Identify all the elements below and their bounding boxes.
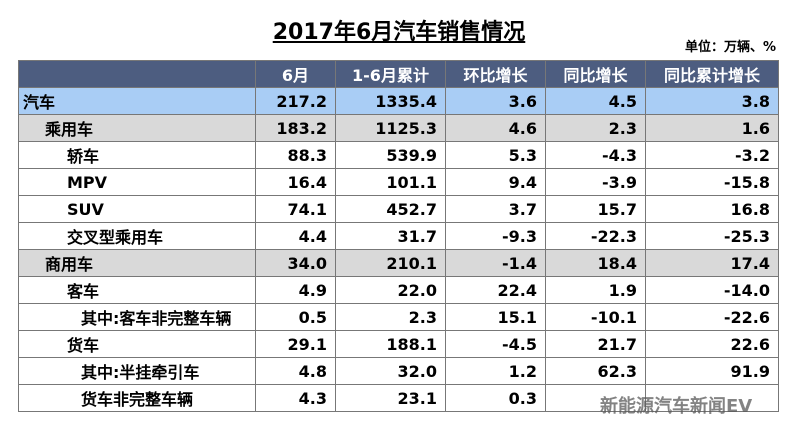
cell: 22.4 <box>445 276 546 304</box>
cell: 1335.4 <box>335 87 446 115</box>
cell: -15.8 <box>645 168 779 196</box>
row: 轿车 88.3 539.9 5.3 -4.3 -3.2 <box>18 141 779 169</box>
header-cell: 同比增长 <box>545 60 646 88</box>
row-label: 货车 <box>18 330 256 358</box>
row-label: 货车非完整车辆 <box>18 384 256 412</box>
cell: -14.0 <box>645 276 779 304</box>
row: 货车非完整车辆 4.3 23.1 0.3 <box>18 384 779 412</box>
cell: 210.1 <box>335 249 446 277</box>
row-label: 商用车 <box>18 249 256 277</box>
row-label: 其中:客车非完整车辆 <box>18 303 256 331</box>
cell: -25.3 <box>645 222 779 250</box>
unit: 单位：万辆、% <box>684 40 776 55</box>
row-label: 汽车 <box>18 87 256 115</box>
cell: 22.6 <box>645 330 779 358</box>
cell: -22.6 <box>645 303 779 331</box>
cell: 74.1 <box>255 195 336 223</box>
row: 商用车 34.0 210.1 -1.4 18.4 17.4 <box>18 249 779 277</box>
cell: 2.3 <box>545 114 646 142</box>
row: 汽车 217.2 1335.4 3.6 4.5 3.8 <box>18 87 779 115</box>
cell: 4.6 <box>445 114 546 142</box>
header-cell <box>18 60 256 88</box>
row: 交叉型乘用车 4.4 31.7 -9.3 -22.3 -25.3 <box>18 222 779 250</box>
cell: 4.9 <box>255 276 336 304</box>
row-label: SUV <box>18 195 256 223</box>
row: MPV 16.4 101.1 9.4 -3.9 -15.8 <box>18 168 779 196</box>
row-label: 乘用车 <box>18 114 256 142</box>
cell: 88.3 <box>255 141 336 169</box>
row: 其中:半挂牵引车 4.8 32.0 1.2 62.3 91.9 <box>18 357 779 385</box>
row: SUV 74.1 452.7 3.7 15.7 16.8 <box>18 195 779 223</box>
cell: 18.4 <box>545 249 646 277</box>
cell: 15.7 <box>545 195 646 223</box>
title: 2017年6月汽车销售情况 <box>0 14 798 46</box>
cell: 3.6 <box>445 87 546 115</box>
cell: 16.4 <box>255 168 336 196</box>
cell: -10.1 <box>545 303 646 331</box>
row-label: 其中:半挂牵引车 <box>18 357 256 385</box>
cell: 29.1 <box>255 330 336 358</box>
header-cell: 1-6月累计 <box>335 60 446 88</box>
cell: 15.1 <box>445 303 546 331</box>
row: 乘用车 183.2 1125.3 4.6 2.3 1.6 <box>18 114 779 142</box>
cell: 1.2 <box>445 357 546 385</box>
cell: -3.2 <box>645 141 779 169</box>
cell: 22.0 <box>335 276 446 304</box>
cell: -9.3 <box>445 222 546 250</box>
cell: 32.0 <box>335 357 446 385</box>
cell: 2.3 <box>335 303 446 331</box>
header-cell: 同比累计增长 <box>645 60 779 88</box>
row: 其中:客车非完整车辆 0.5 2.3 15.1 -10.1 -22.6 <box>18 303 779 331</box>
cell: 4.5 <box>545 87 646 115</box>
cell: 0.5 <box>255 303 336 331</box>
cell: 91.9 <box>645 357 779 385</box>
title-text: 2017年6月汽车销售情况 <box>272 20 526 45</box>
header-cell: 6月 <box>255 60 336 88</box>
cell: 17.4 <box>645 249 779 277</box>
cell: 101.1 <box>335 168 446 196</box>
cell: -22.3 <box>545 222 646 250</box>
row-label: 客车 <box>18 276 256 304</box>
cell: 183.2 <box>255 114 336 142</box>
row-label: MPV <box>18 168 256 196</box>
cell: 0.3 <box>445 384 546 412</box>
cell: 3.7 <box>445 195 546 223</box>
watermark: 新能源汽车新闻EV <box>600 396 753 417</box>
cell: 23.1 <box>335 384 446 412</box>
cell: 31.7 <box>335 222 446 250</box>
cell: 21.7 <box>545 330 646 358</box>
cell: 3.8 <box>645 87 779 115</box>
row-label: 交叉型乘用车 <box>18 222 256 250</box>
row-label: 轿车 <box>18 141 256 169</box>
cell: 452.7 <box>335 195 446 223</box>
table: 6月 1-6月累计 环比增长 同比增长 同比累计增长 汽车 217.2 1335.4 3.6 4.… <box>18 60 779 412</box>
row: 客车 4.9 22.0 22.4 1.9 -14.0 <box>18 276 779 304</box>
cell: -4.3 <box>545 141 646 169</box>
cell: 1.6 <box>645 114 779 142</box>
cell: 16.8 <box>645 195 779 223</box>
header-row: 6月 1-6月累计 环比增长 同比增长 同比累计增长 <box>18 60 779 88</box>
cell: -1.4 <box>445 249 546 277</box>
cell: 9.4 <box>445 168 546 196</box>
cell: -3.9 <box>545 168 646 196</box>
cell: -4.5 <box>445 330 546 358</box>
cell: 188.1 <box>335 330 446 358</box>
cell: 4.4 <box>255 222 336 250</box>
cell: 34.0 <box>255 249 336 277</box>
cell <box>645 384 779 412</box>
cell: 4.8 <box>255 357 336 385</box>
cell: 4.3 <box>255 384 336 412</box>
cell: 62.3 <box>545 357 646 385</box>
cell: 217.2 <box>255 87 336 115</box>
cell: 1.9 <box>545 276 646 304</box>
cell: 1125.3 <box>335 114 446 142</box>
cell: 5.3 <box>445 141 546 169</box>
cell: 539.9 <box>335 141 446 169</box>
header-cell: 环比增长 <box>445 60 546 88</box>
row: 货车 29.1 188.1 -4.5 21.7 22.6 <box>18 330 779 358</box>
